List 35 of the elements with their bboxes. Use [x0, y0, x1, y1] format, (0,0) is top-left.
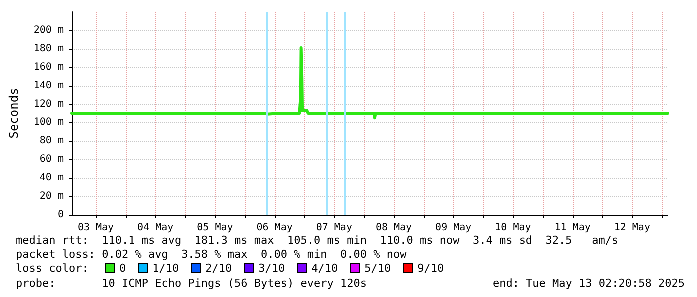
y-tick-label: 120 m — [34, 98, 64, 110]
text: end: Tue May 13 02:20:58 2025 — [492, 277, 686, 290]
legend-label: 4/10 — [312, 262, 338, 275]
text: median rtt: 110.1 ms avg 181.3 ms max 105.0 ms min 110.0 ms now 3.4 ms sd 32.5 am/s — [16, 234, 619, 247]
legend-label: 3/10 — [258, 262, 286, 275]
text: packet loss: 0.02 % avg 3.58 % max 0.00 % min 0.00 % now — [16, 248, 408, 261]
y-tick-label: 100 m — [34, 117, 64, 128]
y-tick-label: 140 m — [34, 80, 64, 92]
y-tick-label: 40 m — [40, 172, 64, 184]
x-tick-label: 07 May — [316, 222, 352, 234]
x-tick-label: 04 May — [138, 222, 174, 234]
y-tick-label: 0 — [58, 210, 64, 220]
x-tick-label: 12 May — [614, 222, 650, 234]
y-axis-title: Seconds — [7, 88, 21, 139]
x-tick-label: 05 May — [197, 222, 234, 234]
legend-label: 5/10 — [364, 262, 392, 275]
x-tick-label: 08 May — [376, 222, 412, 234]
x-tick-label: 10 May — [495, 222, 532, 234]
x-tick-label: 09 May — [436, 222, 472, 234]
y-tick-label: 180 m — [34, 43, 64, 54]
legend-label: 9/10 — [418, 262, 444, 275]
text: probe: 10 ICMP Echo Pings (56 Bytes) every 120s — [16, 277, 367, 290]
x-tick-label: 06 May — [256, 222, 293, 234]
y-tick-label: 80 m — [40, 136, 64, 147]
y-tick-label: 60 m — [40, 154, 64, 166]
x-tick-label: 03 May — [78, 222, 114, 234]
legend-label: 0 — [120, 262, 126, 275]
legend-label: 2/10 — [206, 262, 232, 275]
legend-title: loss color: — [16, 262, 89, 275]
y-tick-label: 20 m — [40, 191, 64, 202]
line-series — [70, 46, 670, 120]
y-tick-label: 160 m — [34, 62, 64, 73]
legend-label: 1/10 — [152, 262, 180, 275]
x-tick-label: 11 May — [554, 222, 591, 234]
y-tick-label: 200 m — [34, 24, 64, 36]
